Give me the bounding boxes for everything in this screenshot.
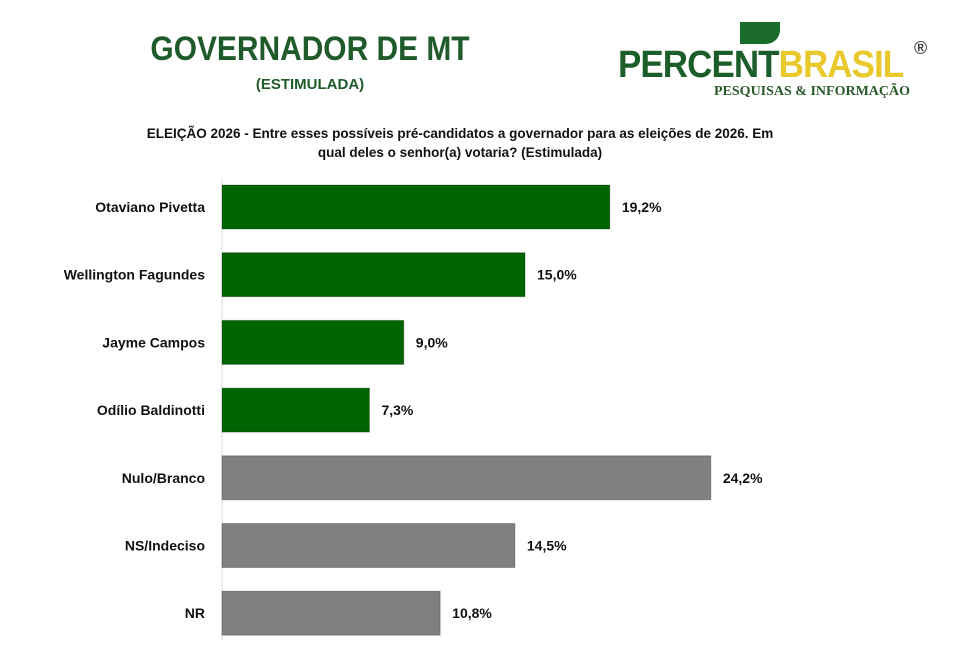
percentbrasil-logo: PERCENTBRASIL ® PESQUISAS & INFORMAÇÃO	[618, 20, 948, 105]
category-label: Otaviano Pivetta	[95, 199, 205, 215]
logo-part2: BRASIL	[778, 44, 905, 86]
logo-tagline: PESQUISAS & INFORMAÇÃO	[714, 84, 911, 99]
bar-4	[221, 455, 712, 501]
value-label: 19,2%	[622, 199, 662, 215]
value-label: 15,0%	[537, 267, 577, 283]
bar-6	[221, 590, 441, 636]
bar-0	[221, 184, 611, 230]
bar-2	[221, 319, 405, 365]
chart-title-line-2: qual deles o senhor(a) votaria? (Estimul…	[317, 145, 603, 160]
bar-1	[221, 252, 526, 298]
logo-leaf-icon	[740, 22, 780, 44]
page-subtitle: (ESTIMULADA)	[255, 76, 365, 93]
value-label: 24,2%	[723, 470, 763, 486]
page-title: GOVERNADOR DE MT	[150, 30, 470, 68]
category-label: NS/Indeciso	[125, 538, 205, 554]
value-label: 7,3%	[381, 402, 413, 418]
bar-3	[221, 387, 370, 433]
value-label: 9,0%	[416, 334, 448, 350]
value-label: 10,8%	[452, 605, 492, 621]
value-label: 14,5%	[527, 538, 567, 554]
category-label: Odílio Baldinotti	[97, 402, 205, 418]
category-label: Jayme Campos	[102, 334, 205, 350]
category-label: NR	[185, 605, 205, 621]
bar-5	[221, 523, 516, 568]
registered-mark: ®	[914, 38, 928, 58]
logo-part1: PERCENT	[618, 44, 780, 86]
category-label: Wellington Fagundes	[64, 267, 206, 283]
chart-title: ELEIÇÃO 2026 - Entre esses possíveis pré…	[60, 124, 860, 162]
category-label: Nulo/Branco	[122, 470, 205, 486]
chart-title-line-1: ELEIÇÃO 2026 - Entre esses possíveis pré…	[146, 126, 774, 141]
